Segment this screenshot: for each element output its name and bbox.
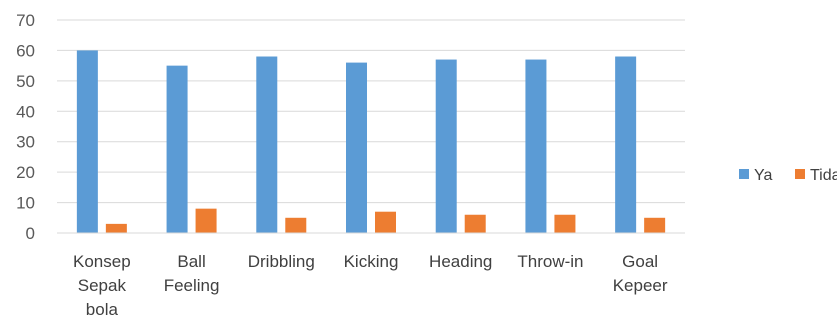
x-tick-label: Heading [429, 252, 492, 271]
x-tick-label-line: Heading [429, 252, 492, 271]
y-tick-label: 50 [16, 72, 35, 91]
bar-tidak-0 [105, 223, 127, 233]
legend: Ya Tidak [739, 167, 837, 184]
bar-tidak-2 [285, 217, 307, 233]
bar-ya-1 [166, 65, 188, 234]
bar-tidak-1 [195, 208, 217, 233]
x-tick-label-line: Throw-in [517, 252, 583, 271]
bar-ya-0 [76, 50, 98, 233]
y-tick-label: 0 [26, 224, 35, 243]
bar-ya-2 [256, 56, 278, 234]
x-tick-label-line: Feeling [164, 276, 220, 295]
legend-swatch-ya [739, 169, 749, 179]
x-tick-label: Ball Feeling [164, 252, 220, 295]
bar-tidak-4 [464, 214, 486, 233]
x-tick-label-line: Goal [622, 252, 658, 271]
bar-ya-5 [525, 59, 547, 233]
x-tick-label-line: Kicking [344, 252, 399, 271]
y-tick-label: 20 [16, 163, 35, 182]
y-tick-label: 30 [16, 133, 35, 152]
legend-label-tidak: Tidak [810, 167, 837, 184]
x-tick-label-line: Kepeer [613, 276, 668, 295]
x-tick-label-line: Dribbling [248, 252, 315, 271]
x-tick-label: Throw-in [517, 252, 583, 271]
x-tick-label: Konsep Sepak bola [73, 252, 131, 319]
bar-tidak-3 [375, 211, 396, 233]
y-axis-ticks: 0 10 20 30 40 50 60 70 [16, 11, 35, 243]
x-tick-label-line: Sepak [78, 276, 127, 295]
x-tick-label: Kicking [344, 252, 399, 271]
y-tick-label: 70 [16, 11, 35, 30]
x-tick-label: Dribbling [248, 252, 315, 271]
bars [76, 50, 666, 234]
bar-ya-6 [615, 56, 637, 234]
bar-tidak-6 [644, 217, 666, 233]
x-tick-label-line: bola [86, 300, 119, 319]
y-tick-label: 60 [16, 41, 35, 60]
gridlines [57, 19, 685, 204]
bar-tidak-5 [554, 214, 576, 233]
y-tick-label: 40 [16, 102, 35, 121]
bar-ya-3 [346, 62, 367, 233]
x-tick-label: Goal Kepeer [613, 252, 668, 295]
x-tick-label-line: Konsep [73, 252, 131, 271]
x-axis-ticks: Konsep Sepak bola Ball Feeling Dribbling Kicki… [73, 252, 668, 319]
legend-swatch-tidak [795, 169, 805, 179]
bar-ya-4 [435, 59, 457, 233]
legend-label-ya: Ya [754, 167, 772, 184]
x-tick-label-line: Ball [177, 252, 205, 271]
y-tick-label: 10 [16, 194, 35, 213]
